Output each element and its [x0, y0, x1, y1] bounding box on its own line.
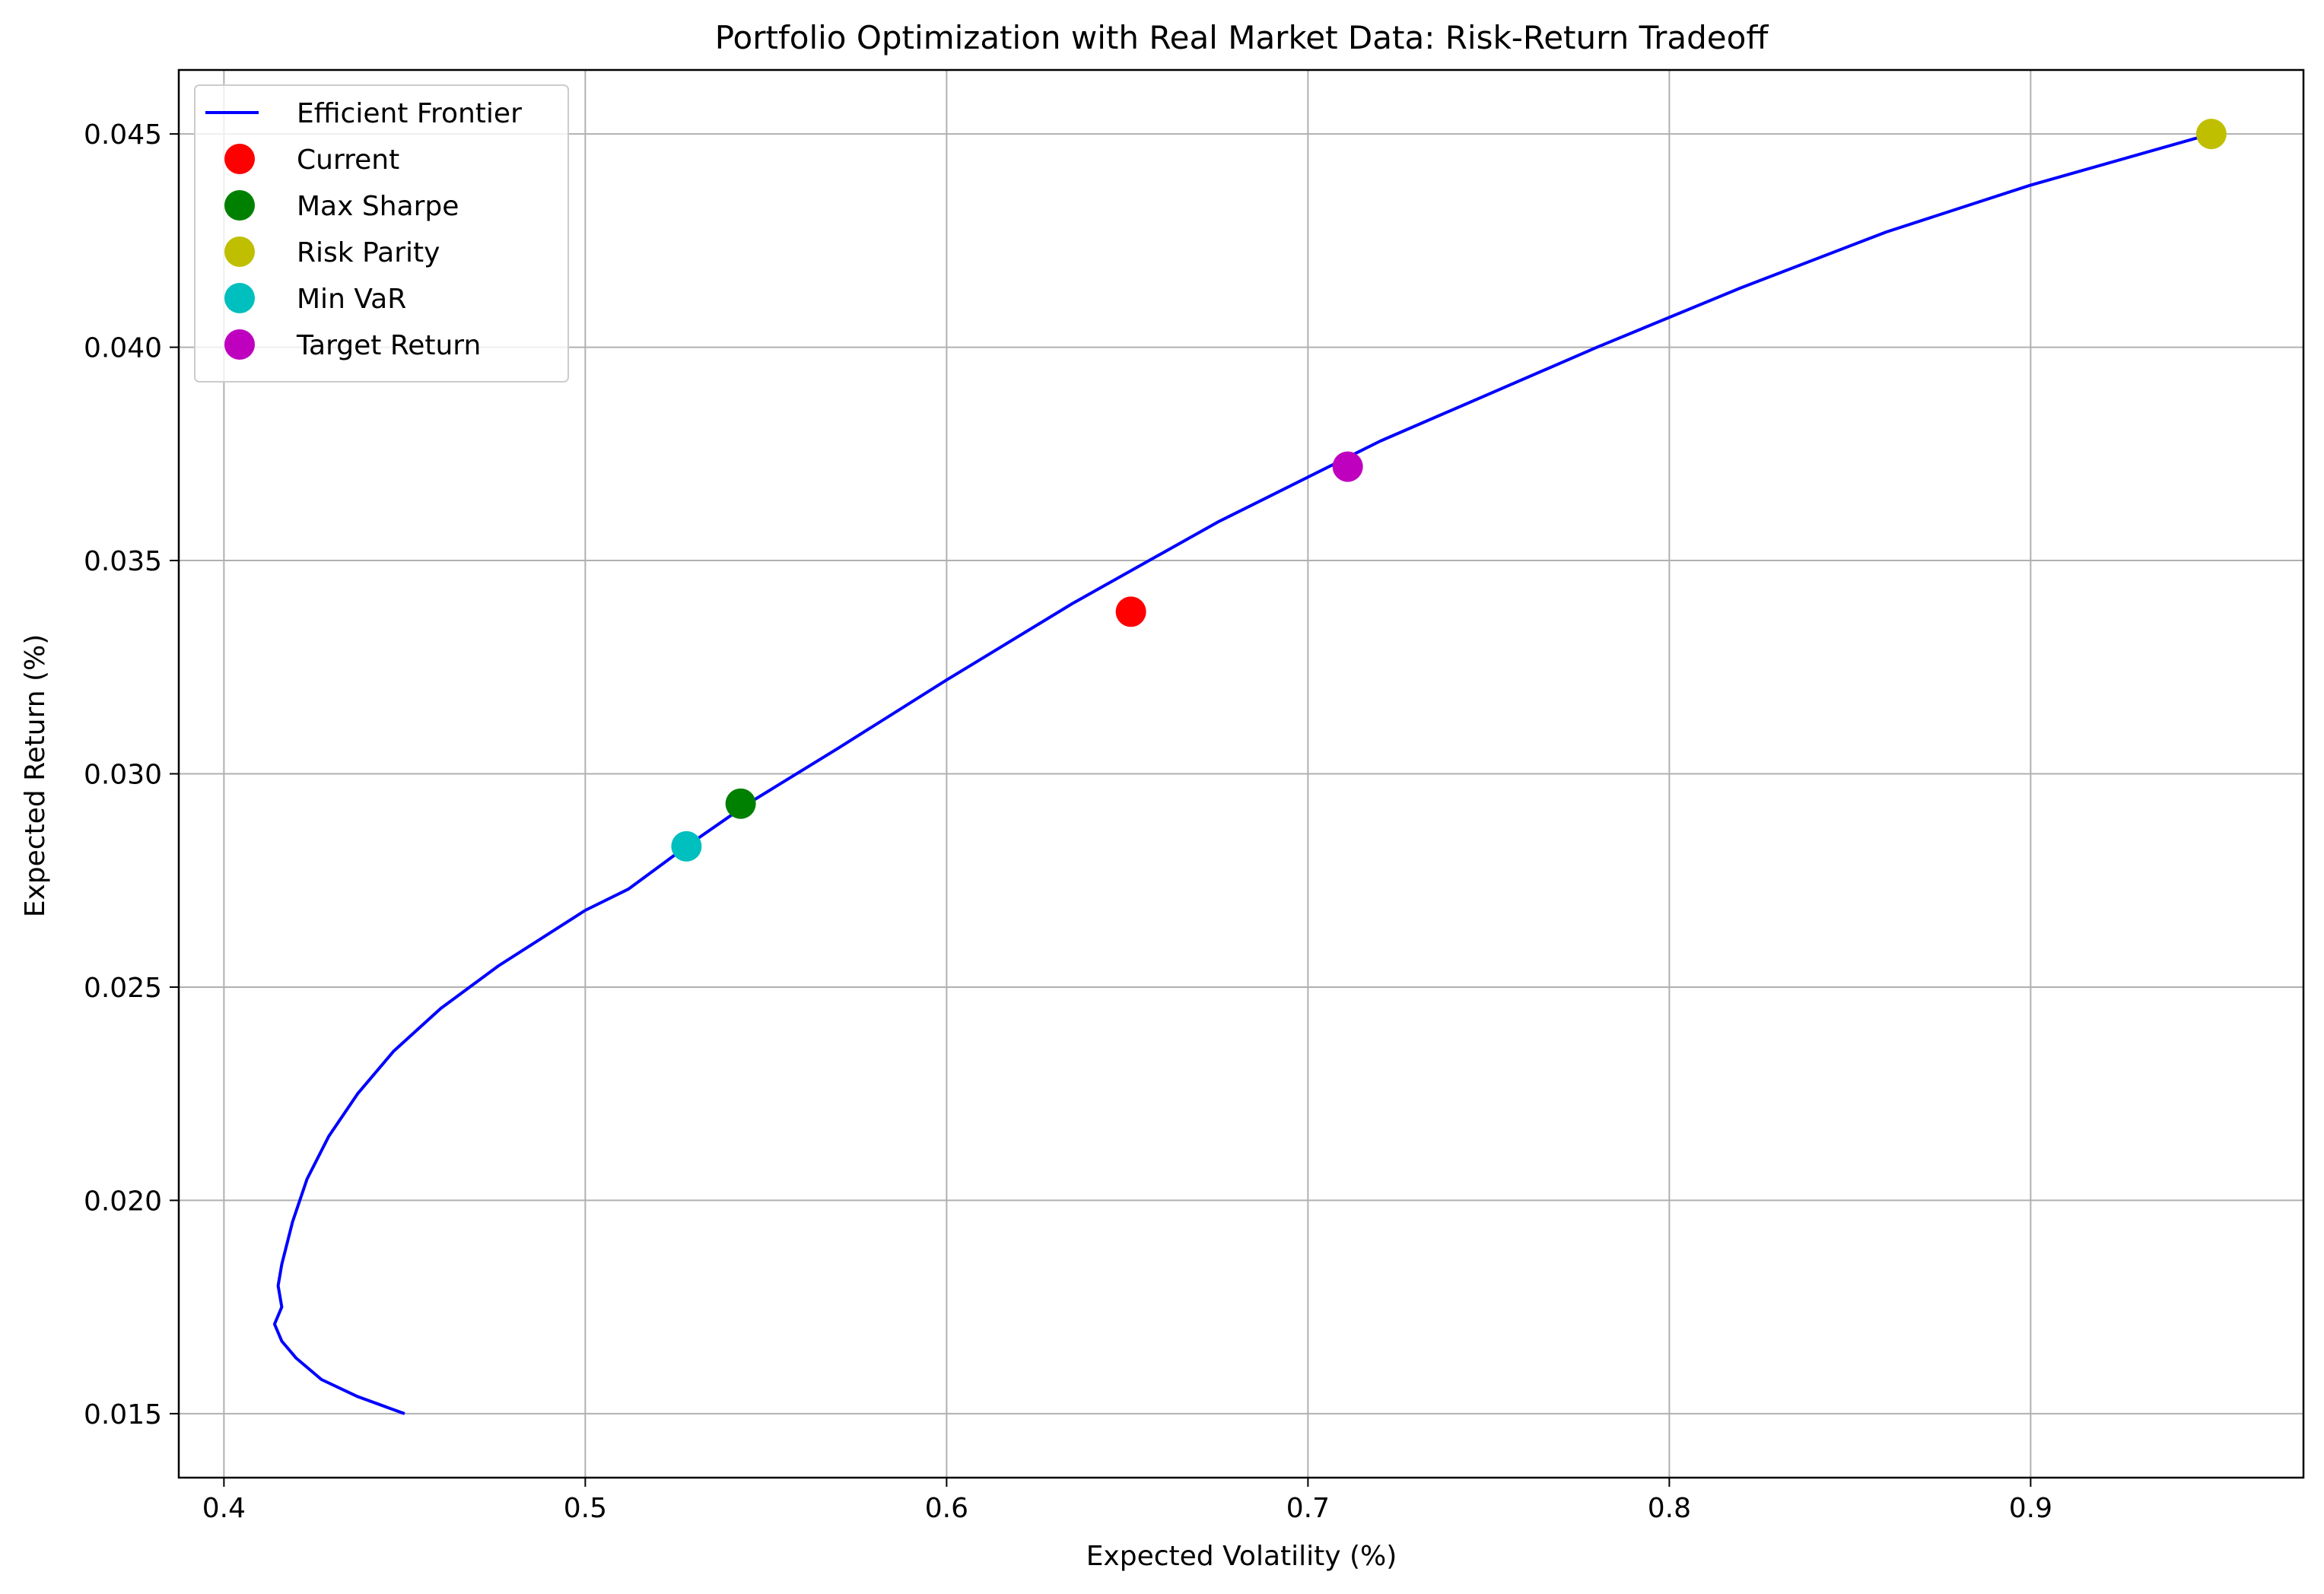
legend-label-target-return: Target Return — [296, 330, 481, 361]
efficient-frontier-line — [272, 132, 2212, 1415]
legend-swatch-risk-parity — [224, 237, 255, 267]
legend-label-min-var: Min VaR — [297, 284, 406, 315]
y-tick-label: 0.025 — [84, 973, 162, 1004]
legend-swatch-current — [224, 144, 255, 174]
y-tick-label: 0.035 — [84, 546, 162, 577]
x-tick-label: 0.9 — [2009, 1493, 2052, 1524]
x-tick-label: 0.7 — [1286, 1493, 1330, 1524]
legend-label-efficient-frontier: Efficient Frontier — [297, 98, 522, 129]
max-sharpe-point — [725, 788, 756, 819]
legend-swatch-min-var — [224, 283, 255, 313]
current-point — [1115, 596, 1146, 627]
y-tick-label: 0.020 — [84, 1186, 162, 1217]
y-tick-label: 0.040 — [84, 333, 162, 364]
x-axis-ticks: 0.4 0.5 0.6 0.7 0.8 0.9 — [202, 1478, 2052, 1524]
x-axis-label: Expected Volatility (%) — [1086, 1541, 1397, 1572]
y-tick-label: 0.015 — [84, 1399, 162, 1430]
grid-lines — [179, 70, 2303, 1478]
risk-parity-point — [2195, 119, 2227, 150]
y-tick-label: 0.045 — [84, 119, 162, 151]
legend-label-max-sharpe: Max Sharpe — [297, 191, 459, 222]
y-axis-label: Expected Return (%) — [20, 634, 51, 918]
x-tick-label: 0.6 — [925, 1493, 968, 1524]
x-tick-label: 0.5 — [564, 1493, 607, 1524]
min-var-point — [671, 830, 702, 862]
legend-swatch-max-sharpe — [224, 190, 255, 221]
legend-swatch-target-return — [224, 329, 255, 360]
legend-box — [194, 84, 569, 383]
scatter-points — [671, 119, 2227, 862]
series-layer — [272, 132, 2212, 1415]
legend-label-current: Current — [297, 144, 399, 176]
legend-label-risk-parity: Risk Parity — [297, 237, 440, 268]
legend: Efficient Frontier Current Max Sharpe Risk … — [194, 84, 569, 383]
y-tick-label: 0.030 — [84, 760, 162, 791]
target-return-point — [1332, 451, 1363, 482]
y-axis-ticks: 0.015 0.020 0.025 0.030 0.035 0.040 0.045 — [84, 119, 179, 1430]
chart-title: Portfolio Optimization with Real Market … — [715, 19, 1769, 56]
x-tick-label: 0.4 — [202, 1493, 246, 1524]
x-tick-label: 0.8 — [1648, 1493, 1691, 1524]
